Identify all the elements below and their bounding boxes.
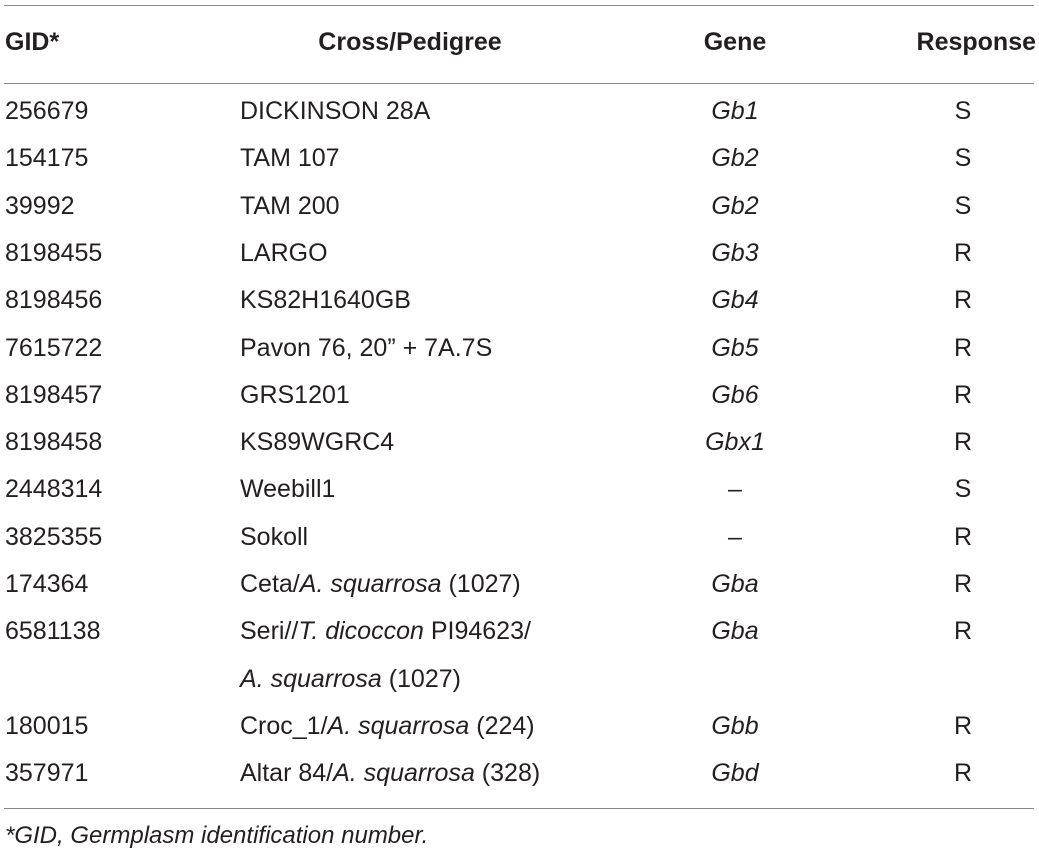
gid-cell: 3825355	[5, 522, 103, 551]
gene-cell: Gb4	[711, 286, 759, 315]
pedigree-text: A. squarrosa	[240, 664, 382, 693]
response-cell: R	[953, 570, 973, 598]
header-cell: Response	[916, 28, 1036, 56]
gid-cell: 8198457	[5, 380, 103, 409]
response-cell: R	[953, 711, 973, 740]
pedigree-line: DICKINSON 28A	[240, 88, 430, 135]
gid-cell: 174364	[5, 570, 89, 598]
footnote: *GID, Germplasm identification number.	[5, 822, 429, 849]
pedigree-text: (1027)	[381, 664, 461, 693]
pedigree-text: KS82H1640GB	[240, 286, 411, 315]
gene-cell: Gb5	[711, 333, 759, 362]
gid-cell: 256679	[5, 97, 89, 125]
pedigree-text: TAM 107	[240, 144, 340, 173]
pedigree-text: Pavon 76, 20” + 7A.7S	[240, 333, 493, 362]
response-cell: R	[953, 238, 973, 267]
gid-cell: 2448314	[5, 475, 103, 504]
pedigree-text: T. dicoccon	[298, 617, 424, 646]
pedigree-line: LARGO	[240, 230, 328, 277]
pedigree-text: GRS1201	[240, 380, 350, 409]
pedigree-line: Ceta/A. squarrosa (1027)	[240, 561, 521, 608]
pedigree-text: Sokoll	[240, 522, 309, 551]
response-cell: R	[953, 286, 973, 315]
pedigree-line: GRS1201	[240, 372, 350, 419]
pedigree-text: (224)	[469, 711, 535, 740]
response-cell: R	[953, 380, 973, 409]
pedigree-line: Sokoll	[240, 514, 308, 561]
gene-cell: Gb2	[711, 144, 759, 173]
pedigree-text: TAM 200	[240, 191, 340, 220]
gid-cell: 180015	[5, 711, 89, 740]
response-cell: R	[953, 617, 973, 646]
pedigree-line: TAM 200	[240, 183, 340, 230]
gid-cell: 8198456	[5, 286, 103, 315]
header-cell: GID*	[5, 28, 60, 56]
gene-cell: Gba	[711, 617, 759, 646]
gene-cell: Gbd	[711, 759, 759, 788]
pedigree-text: Ceta/	[240, 570, 300, 598]
gid-cell: 7615722	[5, 333, 103, 362]
gene-cell: –	[728, 522, 742, 551]
pedigree-text: Seri//	[240, 617, 299, 646]
bottom-rule	[4, 808, 1034, 809]
gene-cell: Gb2	[711, 191, 759, 220]
response-cell: R	[953, 428, 973, 457]
pedigree-text: Croc_1/	[240, 711, 328, 740]
pedigree-line: Altar 84/A. squarrosa (328)	[240, 750, 540, 797]
pedigree-text: A. squarrosa	[327, 711, 470, 740]
pedigree-line: KS89WGRC4	[240, 419, 394, 466]
gid-cell: 39992	[5, 191, 75, 220]
header-rule	[4, 83, 1034, 84]
pedigree-line: Weebill1	[240, 466, 335, 513]
response-cell: S	[954, 191, 972, 220]
pedigree-text: A. squarrosa	[299, 570, 442, 598]
top-rule	[4, 5, 1034, 6]
gene-cell: Gb3	[711, 238, 759, 267]
pedigree-text: (1027)	[441, 570, 521, 598]
pedigree-text: PI94623/	[423, 617, 531, 646]
pedigree-text: Altar 84/	[240, 759, 334, 788]
gene-cell: Gbx1	[705, 428, 765, 457]
response-cell: S	[954, 144, 972, 173]
pedigree-line: A. squarrosa (1027)	[240, 656, 461, 703]
pedigree-line: Pavon 76, 20” + 7A.7S	[240, 325, 492, 372]
pedigree-text: LARGO	[240, 238, 328, 267]
header-cell: Cross/Pedigree	[318, 28, 502, 56]
pedigree-text: Weebill1	[240, 475, 336, 504]
gid-cell: 6581138	[5, 617, 101, 646]
response-cell: R	[953, 522, 973, 551]
pedigree-line: TAM 107	[240, 135, 340, 182]
response-cell: S	[954, 97, 972, 125]
header-cell: Gene	[703, 28, 767, 56]
gid-cell: 154175	[5, 144, 89, 173]
pedigree-text: (328)	[474, 759, 541, 788]
gene-cell: –	[728, 475, 742, 504]
response-cell: S	[954, 475, 972, 504]
pedigree-text: DICKINSON 28A	[240, 97, 431, 125]
gid-cell: 8198458	[5, 428, 103, 457]
gid-cell: 8198455	[5, 238, 103, 267]
pedigree-line: Croc_1/A. squarrosa (224)	[240, 703, 535, 750]
gene-cell: Gbb	[711, 711, 759, 740]
gene-cell: Gb6	[711, 380, 759, 409]
pedigree-text: A. squarrosa	[333, 759, 475, 788]
response-cell: R	[953, 759, 973, 788]
gene-cell: Gba	[711, 570, 759, 598]
pedigree-text: KS89WGRC4	[240, 428, 395, 457]
gene-cell: Gb1	[711, 97, 759, 125]
response-cell: R	[953, 333, 973, 362]
pedigree-line: Seri//T. dicoccon PI94623/	[240, 608, 531, 655]
pedigree-line: KS82H1640GB	[240, 277, 411, 324]
gid-cell: 357971	[5, 759, 89, 788]
